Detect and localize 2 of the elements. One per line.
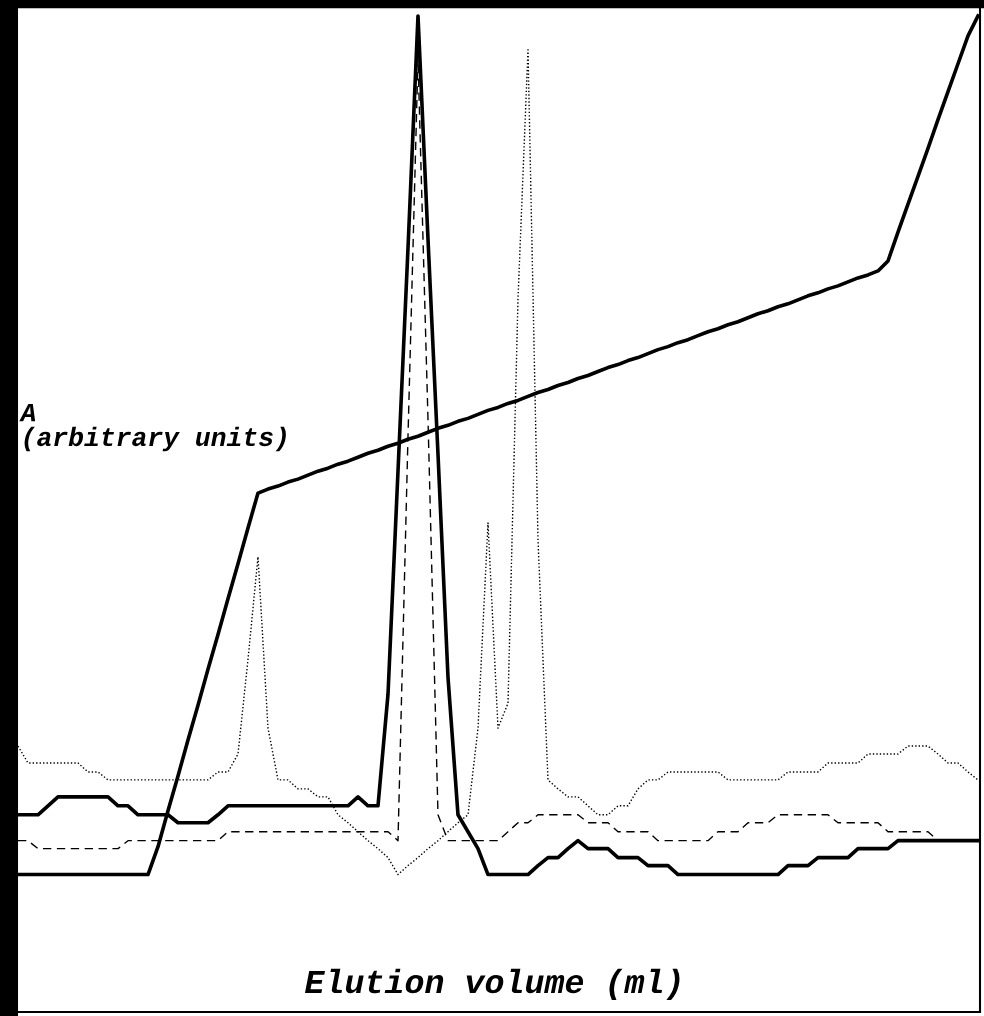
x-axis-title: Elution volume (ml): [304, 968, 680, 1000]
y-axis-title: A (arbitrary units): [19, 403, 286, 452]
